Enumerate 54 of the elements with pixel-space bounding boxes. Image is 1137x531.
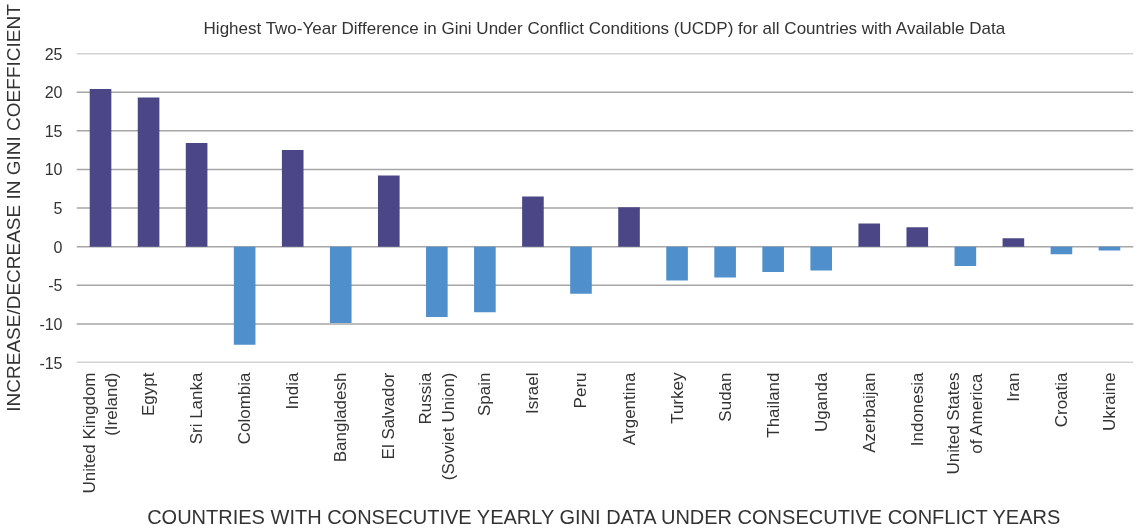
x-tick-label: India [283, 371, 303, 410]
bar [137, 97, 160, 247]
bar [762, 246, 784, 273]
x-tick-label: Turkey [667, 372, 687, 424]
x-tick-label: Bangladesh [331, 372, 351, 463]
bar [858, 223, 881, 247]
x-axis-title: COUNTRIES WITH CONSECUTIVE YEARLY GINI DATA UNDER CONSECUTIVE CONFLICT YEARS [147, 506, 1061, 529]
bar [810, 246, 833, 271]
x-tick-label: Israel [523, 372, 543, 415]
bar [281, 150, 304, 247]
bar [185, 143, 208, 247]
y-tick-label: 25 [44, 45, 63, 63]
bar [233, 246, 256, 345]
bar [1002, 238, 1025, 247]
bar [570, 246, 592, 294]
x-tick-label: Indonesia [907, 371, 927, 447]
bar [89, 89, 112, 247]
x-tick-label: Azerbaijan [859, 372, 879, 453]
bar [906, 227, 929, 247]
x-tick-label: Uganda [811, 371, 831, 433]
bar [377, 175, 400, 247]
x-tick-label: Sudan [715, 372, 735, 422]
bar [714, 246, 736, 278]
x-tick-label: Sri Lanka [187, 371, 207, 445]
x-tick-label: Argentina [619, 371, 639, 446]
y-tick-label: -10 [39, 315, 63, 333]
x-tick-label: United States of America [944, 372, 987, 475]
bar [329, 246, 352, 324]
y-tick-label: -5 [48, 277, 63, 295]
y-tick-label: 0 [53, 238, 63, 256]
bar [954, 246, 977, 266]
bar [474, 246, 496, 313]
x-tick-label: Colombia [235, 371, 255, 445]
x-tick-label: Ukraine [1099, 372, 1119, 432]
x-tick-label: Russia (Soviet Union) [415, 371, 458, 481]
y-tick-label: -15 [39, 354, 63, 372]
x-tick-label: Egypt [139, 372, 159, 416]
x-tick-label: Spain [475, 372, 495, 416]
x-tick-label: United Kingdom (Ireland) [79, 372, 122, 494]
x-tick-label: Iran [1003, 372, 1023, 402]
y-tick-label: 15 [44, 122, 63, 140]
bar [618, 207, 640, 247]
y-axis-title: INCREASE/DECREASE IN GINI COEFFICIENT [3, 3, 25, 412]
bar [522, 196, 544, 247]
y-tick-label: 5 [53, 200, 63, 217]
x-tick-label: El Salvador [379, 372, 399, 460]
y-tick-label: 20 [44, 84, 63, 102]
x-tick-label: Peru [571, 372, 591, 409]
bar [426, 246, 448, 317]
x-tick-label: Thailand [763, 372, 783, 438]
bar [666, 246, 688, 281]
y-tick-label: 10 [44, 161, 63, 179]
x-tick-label: Croatia [1051, 371, 1071, 428]
chart-title: Highest Two-Year Difference in Gini Under Conflict Conditions (UCDP) for all Countries with Available Data [203, 18, 1006, 38]
